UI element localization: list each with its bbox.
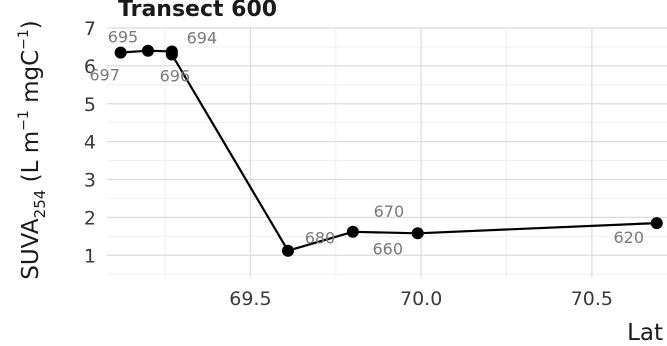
y-label-exp2: −1 [16,29,32,50]
y-label-exp1: −1 [16,110,32,131]
point-label: 620 [613,228,644,247]
data-point [411,227,424,240]
x-tick-label: 70.0 [400,288,442,310]
y-axis-label: SUVA254 (L m−1 mgC−1) [16,20,49,280]
point-label: 694 [187,28,218,47]
y-tick-label: 1 [84,245,96,267]
point-label: 695 [108,28,139,47]
y-label-unit-open: (L m [18,131,44,190]
x-tick-label: 70.5 [571,288,613,310]
data-point [114,46,127,59]
y-tick-labels: 1 2 3 4 5 6 7 [84,18,96,267]
y-tick-label: 7 [84,18,96,40]
x-axis-label: Lat [627,320,663,346]
x-tick-labels: 69.5 70.0 70.5 [229,288,613,310]
y-label-subscript: 254 [31,190,49,219]
y-tick-label: 5 [84,94,96,116]
y-tick-label: 3 [84,170,96,192]
data-point [165,48,178,61]
point-label: 670 [374,202,405,221]
point-label: 696 [160,67,191,86]
grid [107,27,667,278]
y-label-base: SUVA [18,218,44,280]
data-point [141,44,154,57]
x-tick-label: 69.5 [229,288,271,310]
data-point [650,217,663,230]
point-label: 680 [305,229,336,248]
y-tick-label: 6 [84,56,96,78]
y-label-unit-mid: mgC [18,50,44,110]
y-label-unit-close: ) [18,20,44,29]
chart-title: Transect 600 [118,0,277,22]
point-label: 660 [372,239,403,258]
y-tick-label: 4 [84,132,96,154]
point-labels: 697 695 694 696 680 670 660 620 [89,28,644,259]
point-label: 697 [89,66,120,85]
data-point [281,244,294,257]
data-point [346,225,359,238]
y-tick-label: 2 [84,207,96,229]
data-points [114,44,663,257]
